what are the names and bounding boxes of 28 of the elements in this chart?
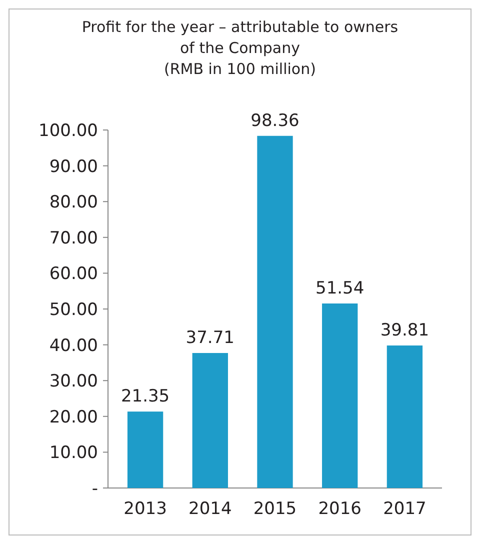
- y-tick-label: 20.00: [49, 407, 98, 428]
- bar: [322, 303, 358, 488]
- data-label: 21.35: [120, 386, 170, 407]
- y-tick-label: 60.00: [49, 264, 98, 284]
- bar: [192, 353, 228, 488]
- data-label: 51.54: [316, 278, 364, 298]
- y-tick-label: 30.00: [49, 372, 98, 392]
- y-tick-label: 50.00: [49, 300, 98, 320]
- x-tick-label: 2013: [124, 499, 167, 519]
- bar: [127, 412, 164, 488]
- data-label: 37.71: [186, 328, 234, 348]
- y-tick-label: 40.00: [49, 336, 98, 356]
- x-tick-label: 2016: [318, 499, 362, 519]
- y-tick-label: 10.00: [49, 443, 98, 464]
- y-tick-label: -: [92, 478, 98, 499]
- x-tick-label: 2017: [383, 499, 426, 519]
- data-label: 98.36: [250, 110, 300, 131]
- x-tick-label: 2014: [188, 499, 232, 519]
- chart-title: Profit for the year – attributable to owners of the Company: [82, 18, 398, 57]
- y-tick-label: 80.00: [49, 192, 98, 213]
- y-tick-label: 90.00: [49, 156, 98, 177]
- bar: [386, 345, 423, 488]
- bar: [257, 136, 293, 488]
- x-tick-label: 2015: [253, 499, 297, 519]
- data-label: 39.81: [380, 320, 430, 340]
- y-tick-label: 70.00: [49, 228, 98, 248]
- chart-subtitle: (RMB in 100 million): [164, 60, 316, 78]
- y-tick-label: 100.00: [38, 120, 98, 141]
